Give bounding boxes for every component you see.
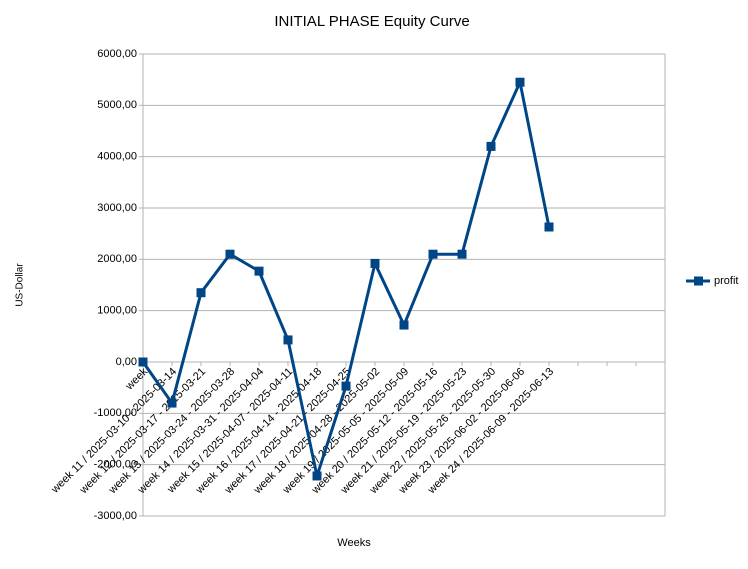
point-marker: [486, 141, 496, 151]
y-axis-title: US-Dollar: [15, 263, 26, 307]
y-tick-label: -2000,00: [94, 459, 137, 471]
y-tick-label: 1000,00: [97, 305, 137, 317]
y-tick-label: 3000,00: [97, 202, 137, 214]
point-marker: [167, 398, 177, 408]
y-tick-label: 5000,00: [97, 99, 137, 111]
chart-title: INITIAL PHASE Equity Curve: [274, 13, 469, 30]
y-tick-label: -3000,00: [94, 510, 137, 522]
y-tick-label: 4000,00: [97, 151, 137, 163]
point-marker: [341, 381, 351, 391]
point-marker: [428, 249, 438, 259]
legend-label: profit: [714, 275, 738, 287]
y-tick-label: 2000,00: [97, 253, 137, 265]
point-marker: [457, 249, 467, 259]
legend-marker: [694, 276, 703, 286]
point-marker: [370, 258, 380, 268]
point-marker: [515, 77, 525, 87]
point-marker: [399, 320, 409, 330]
y-tick-label: -1000,00: [94, 407, 137, 419]
point-marker: [283, 335, 293, 345]
point-marker: [544, 222, 554, 232]
point-marker: [312, 471, 322, 481]
point-marker: [196, 288, 206, 298]
y-tick-label: 6000,00: [97, 48, 137, 60]
point-marker: [138, 357, 148, 367]
point-marker: [254, 266, 264, 276]
point-marker: [225, 249, 235, 259]
x-axis-title: Weeks: [337, 537, 371, 549]
y-tick-label: 0,00: [116, 356, 137, 368]
